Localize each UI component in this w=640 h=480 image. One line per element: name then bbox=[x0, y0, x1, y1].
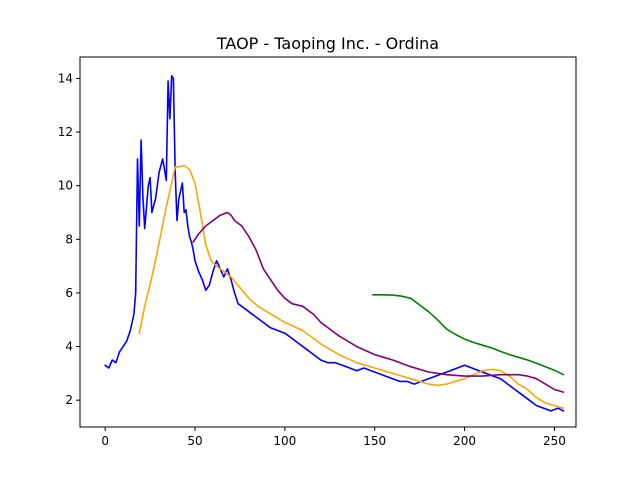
y-tick-label: 12 bbox=[58, 125, 73, 139]
y-tick-label: 4 bbox=[65, 340, 73, 354]
y-tick-label: 10 bbox=[58, 179, 73, 193]
plot-area bbox=[104, 75, 565, 412]
chart-title: TAOP - Taoping Inc. - Ordina bbox=[216, 34, 439, 53]
y-tick-label: 8 bbox=[65, 232, 73, 246]
y-tick-label: 2 bbox=[65, 393, 73, 407]
x-tick-label: 200 bbox=[453, 434, 476, 448]
series-layer bbox=[104, 75, 565, 412]
x-tick-label: 250 bbox=[543, 434, 566, 448]
axes-frame bbox=[79, 56, 577, 428]
x-tick-label: 100 bbox=[273, 434, 296, 448]
series-line-1 bbox=[104, 75, 565, 412]
x-axis: 0 50 100 150 200 250 bbox=[101, 427, 566, 448]
x-tick-label: 50 bbox=[187, 434, 202, 448]
series-line-2 bbox=[138, 164, 565, 410]
series-line-4 bbox=[372, 293, 565, 376]
series-line-3 bbox=[192, 211, 565, 393]
y-tick-label: 6 bbox=[65, 286, 73, 300]
x-tick-label: 150 bbox=[363, 434, 386, 448]
y-axis: 2 4 6 8 10 12 14 bbox=[58, 71, 80, 407]
x-tick-label: 0 bbox=[101, 434, 109, 448]
y-tick-label: 14 bbox=[58, 71, 73, 85]
